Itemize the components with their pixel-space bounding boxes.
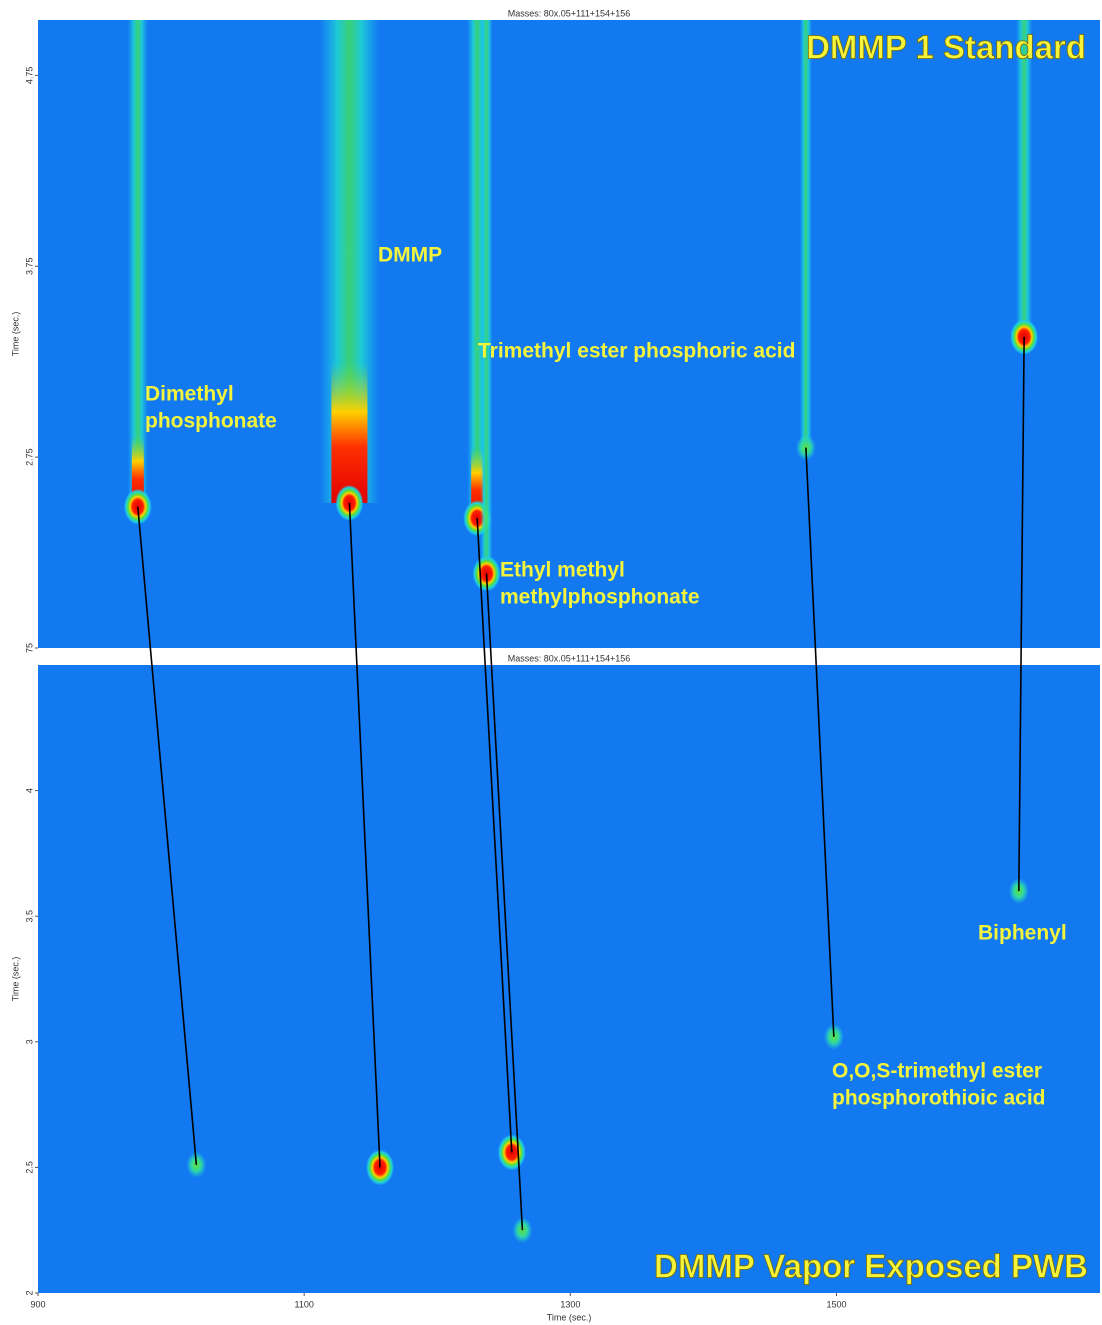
streak xyxy=(1016,20,1032,337)
masses-label: Masses: 80x.05+111+154+156 xyxy=(508,8,631,18)
y-axis-label: Time (sec.) xyxy=(10,312,20,357)
streak xyxy=(480,20,492,574)
panel-label: DMMP 1 Standard xyxy=(806,29,1086,66)
y-tick-label: 4.75 xyxy=(24,67,34,85)
core xyxy=(331,363,367,503)
annotation: Dimethyl xyxy=(145,383,234,406)
masses-label: Masses: 80x.05+111+154+156 xyxy=(508,653,631,663)
plot-area xyxy=(38,665,1100,1293)
x-tick-label: 1100 xyxy=(294,1299,313,1309)
plot-area xyxy=(38,20,1100,648)
streak xyxy=(128,20,148,507)
y-tick-label: 3.75 xyxy=(24,257,34,275)
annotation: phosphorothioic acid xyxy=(832,1087,1046,1110)
y-tick-label: 75 xyxy=(24,643,34,653)
annotation: O,O,S-trimethyl ester xyxy=(832,1060,1042,1083)
y-axis-label: Time (sec.) xyxy=(10,957,20,1002)
annotation: DMMP xyxy=(378,244,442,267)
chart: Masses: 80x.05+111+154+156 Time (sec.) 75 2… xyxy=(0,0,1102,1325)
peak xyxy=(124,489,152,525)
annotation: phosphonate xyxy=(145,410,277,433)
annotation: Ethyl methyl xyxy=(500,559,625,582)
x-tick-label: 1300 xyxy=(560,1299,580,1309)
annotation: Trimethyl ester phosphoric acid xyxy=(478,340,795,363)
y-tick-label: 2 xyxy=(24,1290,34,1295)
y-tick-label: 2.5 xyxy=(24,1161,34,1174)
annotation: Biphenyl xyxy=(978,922,1067,945)
y-tick-label: 2.75 xyxy=(24,448,34,466)
x-axis-label: Time (sec.) xyxy=(547,1312,592,1322)
x-tick-label: 900 xyxy=(30,1299,45,1309)
y-tick-label: 3.5 xyxy=(24,910,34,923)
streak xyxy=(800,20,812,448)
annotation: methylphosphonate xyxy=(500,586,700,609)
panel-label: DMMP Vapor Exposed PWB xyxy=(654,1248,1088,1285)
y-tick-label: 4 xyxy=(24,788,34,793)
y-tick-label: 3 xyxy=(24,1039,34,1044)
x-tick-label: 1500 xyxy=(826,1299,846,1309)
